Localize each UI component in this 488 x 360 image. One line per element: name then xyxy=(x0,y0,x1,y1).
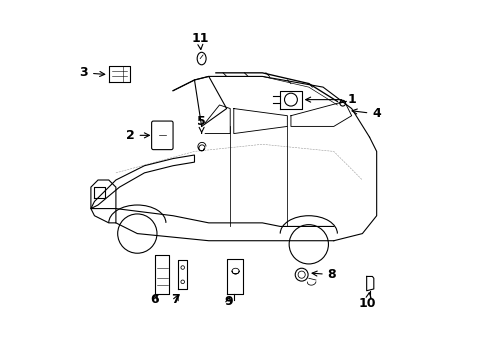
Text: 11: 11 xyxy=(191,32,208,49)
Text: 5: 5 xyxy=(197,114,205,133)
Text: 2: 2 xyxy=(125,129,149,142)
Text: 8: 8 xyxy=(311,268,336,281)
Text: 6: 6 xyxy=(150,293,159,306)
Text: 1: 1 xyxy=(305,93,355,106)
Text: 9: 9 xyxy=(224,295,232,308)
Text: 3: 3 xyxy=(79,66,104,79)
Text: 4: 4 xyxy=(351,107,380,120)
Text: 10: 10 xyxy=(358,293,376,310)
Text: 7: 7 xyxy=(171,293,180,306)
Circle shape xyxy=(339,100,345,106)
